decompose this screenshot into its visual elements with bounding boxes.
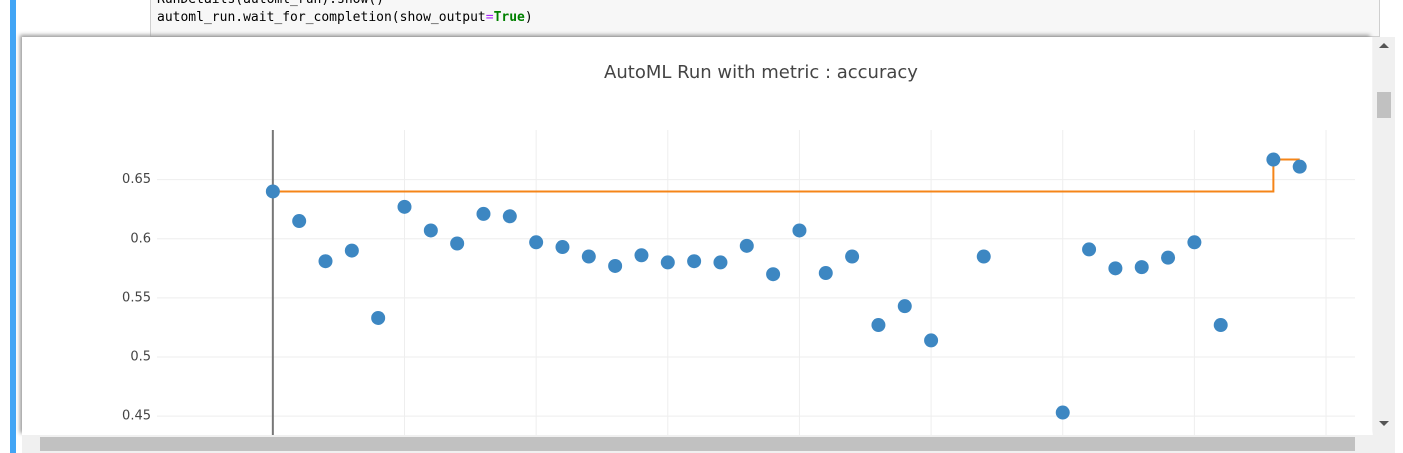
chart: AutoML Run with metric : accuracy 0.45 0.… bbox=[122, 62, 1355, 435]
data-point bbox=[792, 223, 807, 238]
data-point bbox=[292, 214, 307, 229]
code-cell[interactable]: RunDetails(automl_run).show() automl_run… bbox=[150, 0, 1380, 37]
data-point bbox=[1213, 318, 1228, 333]
data-point bbox=[1266, 152, 1281, 167]
y-tick-label: 0.65 bbox=[122, 172, 151, 187]
code-token: True bbox=[493, 10, 525, 25]
data-point bbox=[423, 223, 438, 238]
data-point bbox=[713, 255, 728, 270]
data-point bbox=[476, 206, 491, 221]
data-point bbox=[1187, 235, 1202, 250]
data-point bbox=[344, 243, 359, 258]
data-point bbox=[897, 299, 912, 314]
data-point bbox=[581, 249, 596, 264]
data-point bbox=[529, 235, 544, 250]
cell-indicator bbox=[10, 0, 16, 453]
data-point bbox=[687, 254, 702, 269]
code-token: automl_run.wait_for_completion(show_outp… bbox=[157, 10, 486, 25]
data-point bbox=[634, 248, 649, 263]
y-tick-label: 0.6 bbox=[130, 231, 151, 246]
data-point bbox=[1292, 159, 1307, 174]
data-point bbox=[845, 249, 860, 264]
data-point bbox=[1134, 260, 1149, 275]
data-point bbox=[265, 184, 280, 199]
data-point bbox=[871, 318, 886, 333]
chart-title: AutoML Run with metric : accuracy bbox=[604, 62, 918, 83]
data-point bbox=[450, 236, 465, 251]
vertical-scrollbar[interactable] bbox=[1373, 37, 1395, 435]
data-point bbox=[1055, 405, 1070, 420]
data-point bbox=[555, 240, 570, 255]
y-tick-label: 0.45 bbox=[122, 409, 151, 424]
data-point bbox=[818, 266, 833, 281]
data-point bbox=[371, 310, 386, 325]
scroll-thumb[interactable] bbox=[1377, 92, 1391, 118]
data-point bbox=[608, 258, 623, 273]
code-line: RunDetails(automl_run).show() bbox=[157, 0, 384, 7]
code-line: automl_run.wait_for_completion(show_outp… bbox=[157, 10, 533, 25]
y-tick-label: 0.5 bbox=[130, 349, 151, 364]
output-area bbox=[22, 37, 1372, 435]
data-point bbox=[924, 333, 939, 348]
code-token: = bbox=[485, 10, 494, 25]
code-token: ) bbox=[524, 10, 533, 25]
data-point bbox=[739, 238, 754, 253]
y-tick-label: 0.55 bbox=[122, 290, 151, 305]
scroll-thumb[interactable] bbox=[40, 437, 1355, 451]
data-point bbox=[1161, 250, 1176, 265]
data-point bbox=[766, 267, 781, 282]
scroll-up[interactable] bbox=[1379, 43, 1389, 48]
best-line bbox=[272, 158, 1300, 193]
data-point bbox=[502, 209, 517, 224]
scroll-down[interactable] bbox=[1379, 421, 1389, 426]
data-point bbox=[397, 199, 412, 214]
data-point bbox=[976, 249, 991, 264]
data-point bbox=[318, 254, 333, 269]
data-point bbox=[1108, 261, 1123, 276]
horizontal-scrollbar[interactable] bbox=[22, 435, 1395, 453]
data-point bbox=[660, 255, 675, 270]
data-point bbox=[1082, 242, 1097, 257]
